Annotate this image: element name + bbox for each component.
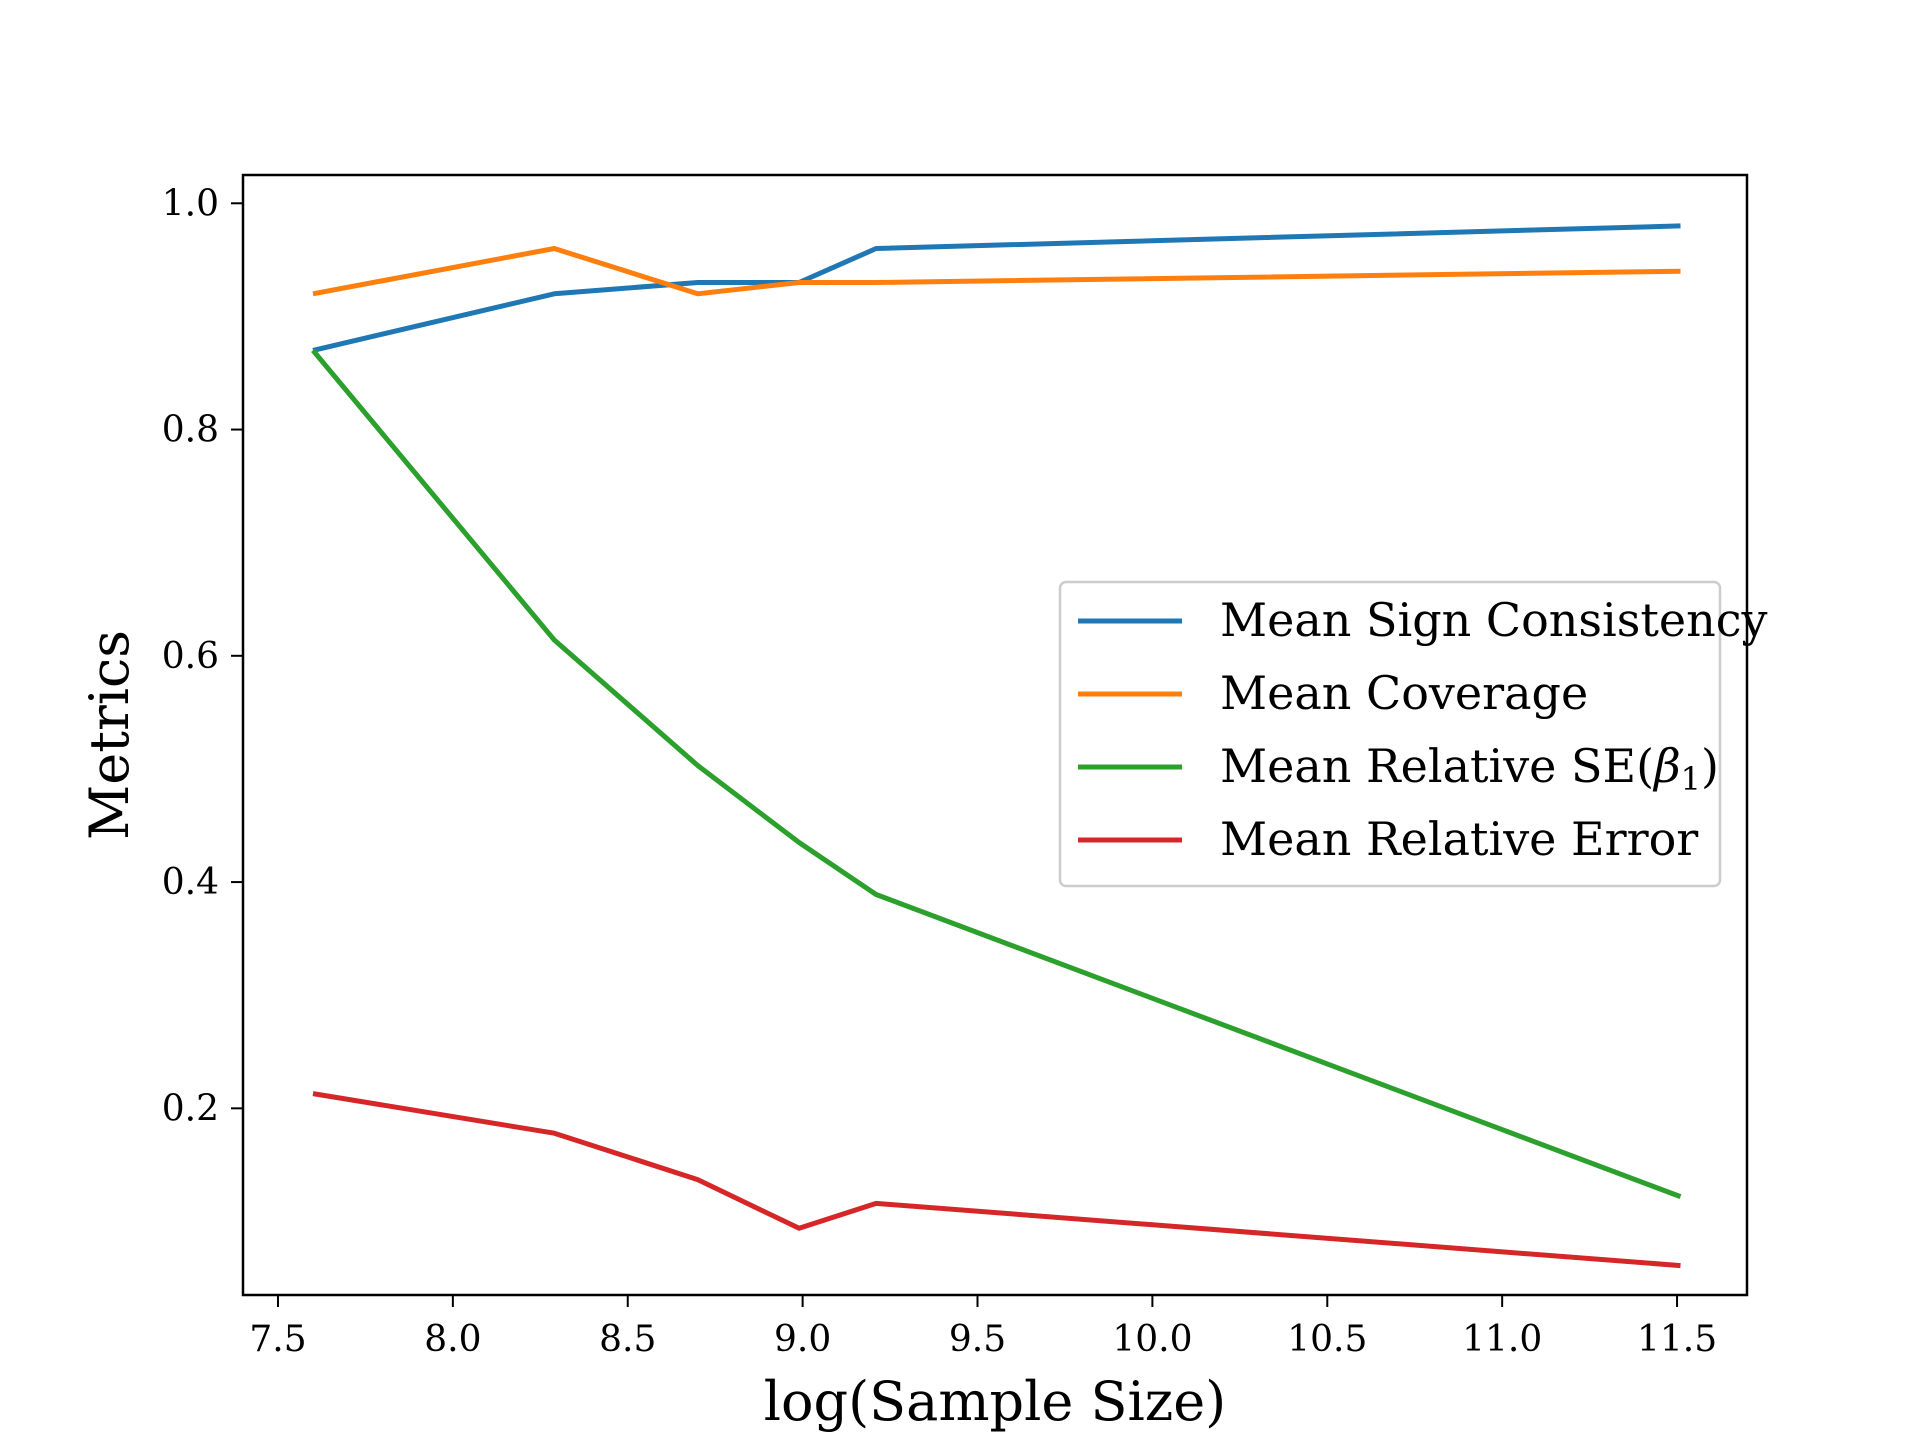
x-tick-label: 7.5 <box>249 1319 306 1360</box>
legend-label-sign-consistency: Mean Sign Consistency <box>1220 593 1767 647</box>
x-tick-label: 10.0 <box>1112 1319 1192 1360</box>
y-axis-label: Metrics <box>78 630 141 840</box>
x-axis-label: log(Sample Size) <box>764 1370 1227 1433</box>
x-tick-label: 11.5 <box>1637 1319 1717 1360</box>
y-tick-label: 0.2 <box>162 1088 219 1129</box>
plot-frame <box>241 173 1749 1297</box>
legend-label-relative-se: Mean Relative SE(β1) <box>1220 739 1719 798</box>
legend-box <box>1058 580 1722 888</box>
y-tick-label: 1.0 <box>162 183 219 224</box>
x-tick-label: 8.5 <box>599 1319 656 1360</box>
x-tick-label: 9.0 <box>774 1319 831 1360</box>
y-tick-label: 0.6 <box>162 636 219 677</box>
y-tick-label: 0.4 <box>162 862 219 903</box>
series-layer <box>311 223 1682 1269</box>
legend-label-coverage: Mean Coverage <box>1220 666 1588 720</box>
series-line-sign-consistency <box>312 223 1681 353</box>
x-axis: 7.5 8.0 8.5 9.0 9.5 10.0 10.5 11.0 11.5 <box>249 1295 1717 1360</box>
series-line-relative-se <box>311 348 1682 1199</box>
legend: Mean Sign Consistency Mean Coverage Mean… <box>1058 580 1767 888</box>
y-tick-label: 0.8 <box>162 410 219 451</box>
x-tick-label: 11.0 <box>1462 1319 1542 1360</box>
series-line-relative-error <box>312 1091 1681 1269</box>
y-axis: 0.2 0.4 0.6 0.8 1.0 <box>162 183 243 1129</box>
legend-label-relative-error: Mean Relative Error <box>1220 812 1698 866</box>
x-tick-label: 10.5 <box>1287 1319 1367 1360</box>
x-tick-label: 9.5 <box>949 1319 1006 1360</box>
x-tick-label: 8.0 <box>424 1319 481 1360</box>
series-line-coverage <box>312 246 1681 297</box>
